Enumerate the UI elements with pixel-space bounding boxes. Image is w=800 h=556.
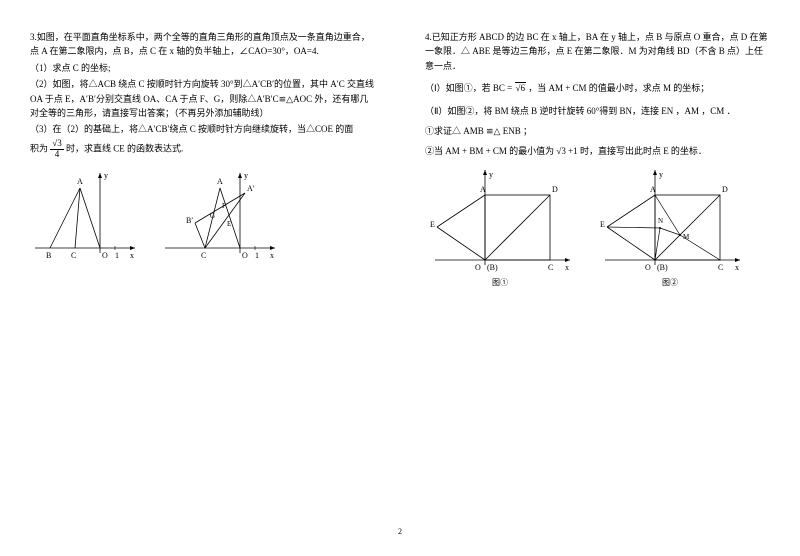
p3-part1: （1）求点 C 的坐标; [30, 61, 375, 75]
label-G: G [210, 212, 215, 220]
p4f1-A: A [480, 185, 486, 194]
p4-fig1-caption: 图① [425, 277, 575, 290]
label-y2: y [244, 171, 248, 180]
p4-partII-1: ①求证△ AMB ≌△ ENB ； [425, 124, 770, 138]
p3-part3: （3）在（2）的基础上，将△A′CB′绕点 C 按顺时针方向继续旋转，当△COE… [30, 122, 375, 136]
p3-figures: A B C O 1 x y [30, 168, 375, 263]
p3-fig2-svg: A A′ B′ C O 1 x y F G E [160, 168, 280, 263]
label-C2: C [201, 251, 206, 260]
p4-fig2: A D E O (B) C x y M N 图② [595, 165, 745, 290]
p4-partI-val: √6 [515, 82, 526, 93]
label-y: y [104, 171, 108, 180]
p4f2-O: O [645, 263, 651, 272]
label-x2: x [270, 251, 274, 260]
p3-part2: （2）如图，将△ACB 绕点 C 按顺时针方向旋转 30°到△A′CB′的位置，… [30, 77, 375, 120]
p4-fig2-svg: A D E O (B) C x y M N [595, 165, 745, 275]
label-O2: O [242, 251, 248, 260]
p4f1-B: (B) [487, 263, 498, 272]
p4f1-E: E [430, 220, 435, 229]
p3-intro: 3.如图，在平面直角坐标系中，两个全等的直角三角形的直角顶点及一条直角边重合，点… [30, 30, 375, 59]
p3-fig1: A B C O 1 x y [30, 168, 140, 263]
p3-frac-den: 4 [50, 150, 63, 160]
p4f2-A: A [650, 185, 656, 194]
label-C: C [71, 251, 76, 260]
p4f2-B: (B) [657, 263, 668, 272]
label-O: O [102, 251, 108, 260]
label-A2: A [217, 177, 223, 186]
p4-fig1: A D E O (B) C x y 图① [425, 165, 575, 290]
p4f2-E: E [600, 220, 605, 229]
page-container: 3.如图，在平面直角坐标系中，两个全等的直角三角形的直角顶点及一条直角边重合，点… [0, 0, 800, 290]
p4f2-D: D [722, 185, 728, 194]
label-A: A [77, 177, 83, 186]
p4-partII-2: ②当 AM + BM + CM 的最小值为 √3 +1 时，直接写出此时点 E … [425, 144, 770, 158]
p4-partI-prefix: （Ⅰ）如图①，若 BC = [425, 83, 512, 93]
p3-part3b-prefix: 积为 [30, 143, 48, 153]
p4f2-y: y [659, 170, 663, 179]
p4-fig1-svg: A D E O (B) C x y [425, 165, 575, 275]
label-Ap: A′ [247, 184, 255, 193]
p3-frac-num: √3 [50, 139, 63, 150]
p4f1-C: C [548, 263, 553, 272]
p4f1-y: y [489, 170, 493, 179]
p4f2-M: M [683, 233, 690, 241]
left-column: 3.如图，在平面直角坐标系中，两个全等的直角三角形的直角顶点及一条直角边重合，点… [30, 30, 375, 290]
label-E: E [227, 220, 231, 228]
p4-fig2-caption: 图② [595, 277, 745, 290]
page-number: 2 [398, 527, 402, 536]
p4f2-N: N [658, 217, 663, 225]
label-F: F [222, 202, 226, 210]
p4-partII: （Ⅱ）如图②，将 BM 绕点 B 逆时针旋转 60°得到 BN，连接 EN ，A… [425, 104, 770, 118]
right-column: 4.已知正方形 ABCD 的边 BC 在 x 轴上，BA 在 y 轴上，点 B … [425, 30, 770, 290]
p4-partI: （Ⅰ）如图①，若 BC = √6 ，当 AM + CM 的值最小时，求点 M 的… [425, 81, 770, 95]
p3-part3b: 积为 √3 4 时，求直线 CE 的函数表达式. [30, 139, 375, 160]
p4-partI-suffix: ，当 AM + CM 的值最小时，求点 M 的坐标； [528, 83, 709, 93]
p4-intro: 4.已知正方形 ABCD 的边 BC 在 x 轴上，BA 在 y 轴上，点 B … [425, 30, 770, 73]
p4f1-D: D [552, 185, 558, 194]
p4f1-x: x [565, 263, 569, 272]
label-x: x [130, 251, 134, 260]
p4-partII-2-suffix: 时，直接写出此时点 E 的坐标． [580, 146, 707, 156]
p3-fig2: A A′ B′ C O 1 x y F G E [160, 168, 280, 263]
label-one2: 1 [255, 251, 259, 260]
p4-figures: A D E O (B) C x y 图① [425, 165, 770, 290]
p3-fig1-svg: A B C O 1 x y [30, 168, 140, 263]
p4f2-x: x [735, 263, 739, 272]
label-B: B [46, 251, 51, 260]
label-Bp: B′ [186, 216, 193, 225]
label-one: 1 [115, 251, 119, 260]
p4-partII-2-prefix: ②当 AM + BM + CM 的最小值为 [425, 146, 554, 156]
p4f2-C: C [718, 263, 723, 272]
p4f1-O: O [475, 263, 481, 272]
p4-partII-2-val: √3 +1 [556, 146, 577, 156]
p3-part3b-suffix: 时，求直线 CE 的函数表达式. [66, 143, 183, 153]
